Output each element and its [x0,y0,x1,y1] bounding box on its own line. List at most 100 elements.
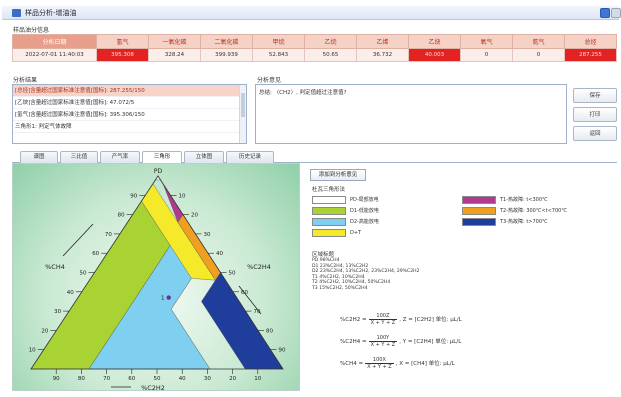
tab-item[interactable]: 三角形 [142,151,182,163]
analysis-scrollbar[interactable] [239,85,246,143]
legend-item: T2-热故障: 300℃<t<700℃ [462,206,567,216]
left-tick-label: 10 [29,348,36,354]
column-header[interactable]: 总烃 [564,34,617,49]
gas-table: 分析日期 氢气 一氧化碳 二氧化碳 甲烷 乙烷 乙烯 乙炔 氧气 氮气 总烃 2022-07-01 … [12,34,617,62]
formula-denominator: X + Y + Z [367,364,392,370]
bottom-tick-label: 20 [229,376,236,382]
minimize-button[interactable] [600,8,610,18]
formula-line: %C2H2 = 100Z X + Y + Z, Z = [C2H2] 单位: μL/… [340,313,462,326]
legend-label: D1-低能放电 [350,208,379,214]
print-button[interactable]: 打印 [573,107,617,122]
formula-numerator: 100Z [368,313,398,320]
bottom-tick-label: 10 [254,376,261,382]
column-header[interactable]: 乙烯 [356,34,409,49]
left-tick-label: 30 [54,309,61,315]
column-header[interactable]: 一氧化碳 [148,34,201,49]
formula-denominator: X + Y + Z [370,320,396,326]
left-tick-label: 70 [105,232,112,238]
list-item[interactable]: 三角形1: 判定气体故障 [13,121,246,133]
legend-item: T3-热故障: t>700℃ [462,217,548,227]
legend-label: T1-热故障: t<300℃ [500,197,548,203]
left-tick-label: 40 [67,290,74,296]
right-panel: 添加到分析意见 杜瓦三角形法 PD-局部放电 T1-热故障: t<300℃ D1-低… [302,163,617,391]
legend-swatch [462,218,496,226]
bottom-tick-label: 90 [53,376,60,382]
table-cell: 52.843 [252,48,305,62]
table-cell: 2022-07-01 11:40:03 [12,48,97,62]
formula-numerator: 100Y [368,335,398,342]
legend-label: T3-热故障: t>700℃ [500,219,548,225]
title-bar: 样品分析-增油油 [2,6,621,20]
bottom-tick-label: 40 [179,376,186,382]
duval-triangle-chart: PD 90 80 70 60 50 40 30 20 10 10 20 30 40 50 60 70 80 90 90… [12,163,300,392]
sample-point [166,295,171,300]
left-axis-label: %CH4 [45,263,65,271]
column-header[interactable]: 乙烷 [304,34,357,49]
bottom-tick-label: 80 [78,376,85,382]
table-cell: 40.003 [408,48,461,62]
tab-item[interactable]: 立体图 [184,151,224,163]
legend-item: D+T [312,228,361,238]
bottom-tick-label: 30 [204,376,211,382]
back-button[interactable]: 返回 [573,126,617,141]
region-list: PD 98%CH4 D1 23%C2H4, 13%C2H2 D2 23%C2H4, … [312,258,420,292]
column-header[interactable]: 二氧化碳 [200,34,253,49]
tab-item[interactable]: 谱图 [20,151,58,163]
formula-lhs: %C2H4 = [340,339,367,345]
legend-swatch [312,218,346,226]
list-item[interactable]: [氢气]含量超过国家标准注意值[国标]: 395.306/150 [13,109,246,121]
region-d2 [88,245,211,370]
formula-fraction: 100Y X + Y + Z [368,335,398,348]
table-row[interactable]: 2022-07-01 11:40:03 395.308 328.24 399.939 5… [12,48,617,62]
column-header[interactable]: 甲烷 [252,34,305,49]
bottom-axis-label: %C2H2 [141,384,165,392]
region-section-label: 区域标题 [312,252,335,258]
list-item[interactable]: [乙炔]含量超过国家标准注意值[国标]: 47.072/5 [13,97,246,109]
gas-section-label: 样品油分信息 [13,27,50,34]
analysis-result-list[interactable]: [总烃]含量超过国家标准注意值[国标]: 287.255/150 [乙炔]含量超过… [12,84,247,144]
add-to-opinion-button[interactable]: 添加到分析意见 [310,169,366,181]
tab-item[interactable]: 三比值 [60,151,98,163]
formula-line: %C2H4 = 100Y X + Y + Z, Y = [C2H4] 单位: μL/… [340,335,461,348]
region-line: T3 15%C2H2, 50%C2H4 [312,285,368,291]
region-line: T2 4%C2H2, 10%C2H4, 50%C2H4 [312,280,391,286]
bottom-tick-label: 50 [154,376,161,382]
left-tick-label: 20 [41,328,48,334]
window-title: 样品分析-增油油 [25,9,77,17]
app-icon [12,9,21,17]
formula-fraction: 100Z X + Y + Z [368,313,398,326]
tab-bar: 谱图 三比值 产气率 三角形 立体图 历史记录 [12,151,617,163]
apex-label: PD [154,168,163,175]
scroll-thumb[interactable] [241,93,245,117]
tab-item[interactable]: 产气率 [100,151,140,163]
table-cell: 0 [460,48,513,62]
legend: 杜瓦三角形法 PD-局部放电 T1-热故障: t<300℃ D1-低能放电 T2-热故… [310,185,610,245]
formula-lhs: %C2H2 = [340,317,367,323]
region-line: PD 98%CH4 [312,258,340,263]
legend-label: D2-高能放电 [350,219,379,225]
column-header[interactable]: 氮气 [512,34,565,49]
formula-fraction: 100X X + Y + Z [365,357,394,370]
legend-label: D+T [350,230,362,236]
right-axis-label: %C2H4 [247,263,271,271]
column-header[interactable]: 分析日期 [12,34,97,49]
column-header[interactable]: 氢气 [96,34,149,49]
column-header[interactable]: 氧气 [460,34,513,49]
bottom-tick-label: 70 [103,376,110,382]
close-button[interactable] [611,8,621,18]
column-header[interactable]: 乙炔 [408,34,461,49]
opinion-textarea[interactable]: 总结: 〈CH2〉, 判定值超过注意值? [255,84,567,144]
legend-swatch [462,207,496,215]
legend-swatch [312,196,346,204]
table-cell: 399.939 [200,48,253,62]
left-tick-label: 90 [130,193,137,199]
sample-point-label: 1 [161,296,165,302]
region-line: D2 23%C2H4, 13%C2H2, 23%C2H4, 29%C2H2 [312,269,420,275]
table-cell: 50.65 [304,48,357,62]
legend-item: PD-局部放电 [312,195,379,205]
list-item[interactable]: [总烃]含量超过国家标准注意值[国标]: 287.255/150 [13,85,246,97]
formula-rest: , Y = [C2H4] 单位: μL/L [399,339,462,345]
table-cell: 395.308 [96,48,149,62]
save-button[interactable]: 保存 [573,88,617,103]
tab-item[interactable]: 历史记录 [226,151,274,163]
